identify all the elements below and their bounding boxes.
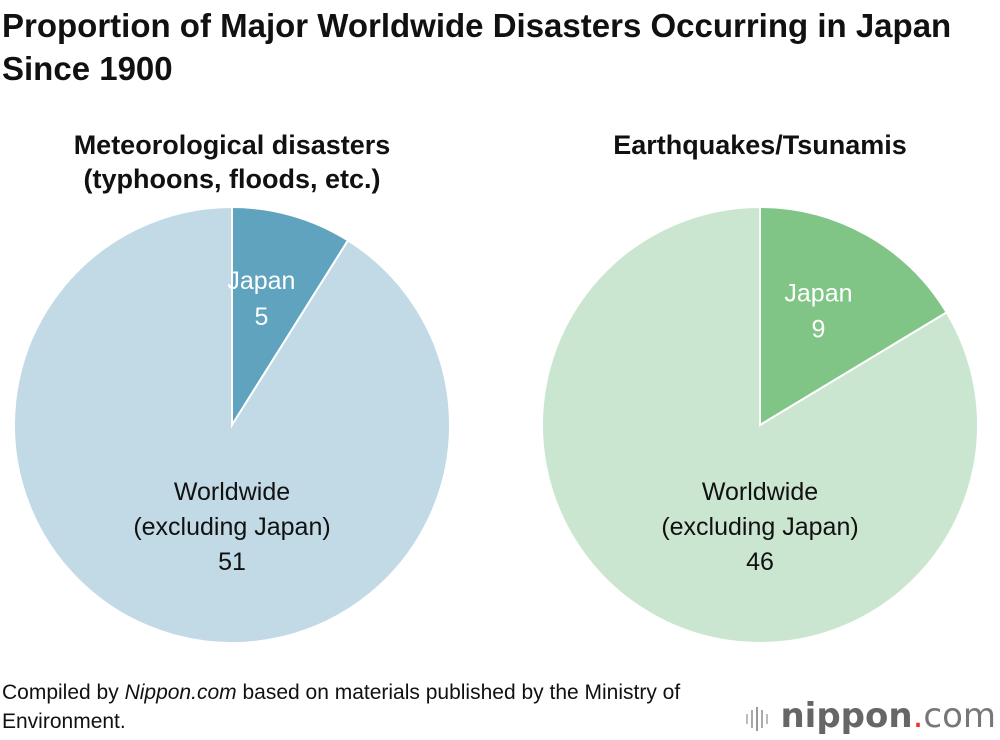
pie1-slice-japan [231,205,350,429]
logo-dot: . [912,696,924,736]
pie1-title: Meteorological disasters (typhoons, floo… [73,130,391,194]
pie2-label-worldwide-1: Worldwide [702,478,818,506]
logo-tld: com [923,696,996,736]
pie2-title: Earthquakes/Tsunamis [613,130,907,160]
pie1-slice-worldwide [13,205,451,644]
pie1-label-worldwide-2: (excluding Japan) [133,513,330,541]
pie2-slice-worldwide [541,205,979,644]
pie1-label-worldwide-1: Worldwide [174,478,290,506]
pie2-label-worldwide-2: (excluding Japan) [661,513,858,541]
nippon-logo: nippon.com [746,696,996,736]
logo-bars-icon [746,706,769,731]
chart-title: Proportion of Major Worldwide Disasters … [2,7,952,87]
logo-main: nippon [780,696,913,736]
pie1-value-japan: 5 [254,303,268,331]
pie2-label-worldwide-3: 46 [746,548,774,576]
note-prefix: Compiled by [2,681,125,704]
pie1-label-worldwide-3: 51 [218,548,246,576]
note-source: Nippon.com [124,681,237,704]
note-suffix: based on materials published by the Mini… [2,681,681,733]
pie2-label-japan: Japan [784,279,852,307]
pie2-value-japan: 9 [812,315,826,343]
source-note: Compiled by Nippon.com based on material… [2,678,772,736]
pie2-slice-japan [759,205,949,427]
pie1-label-japan: Japan [227,267,295,295]
